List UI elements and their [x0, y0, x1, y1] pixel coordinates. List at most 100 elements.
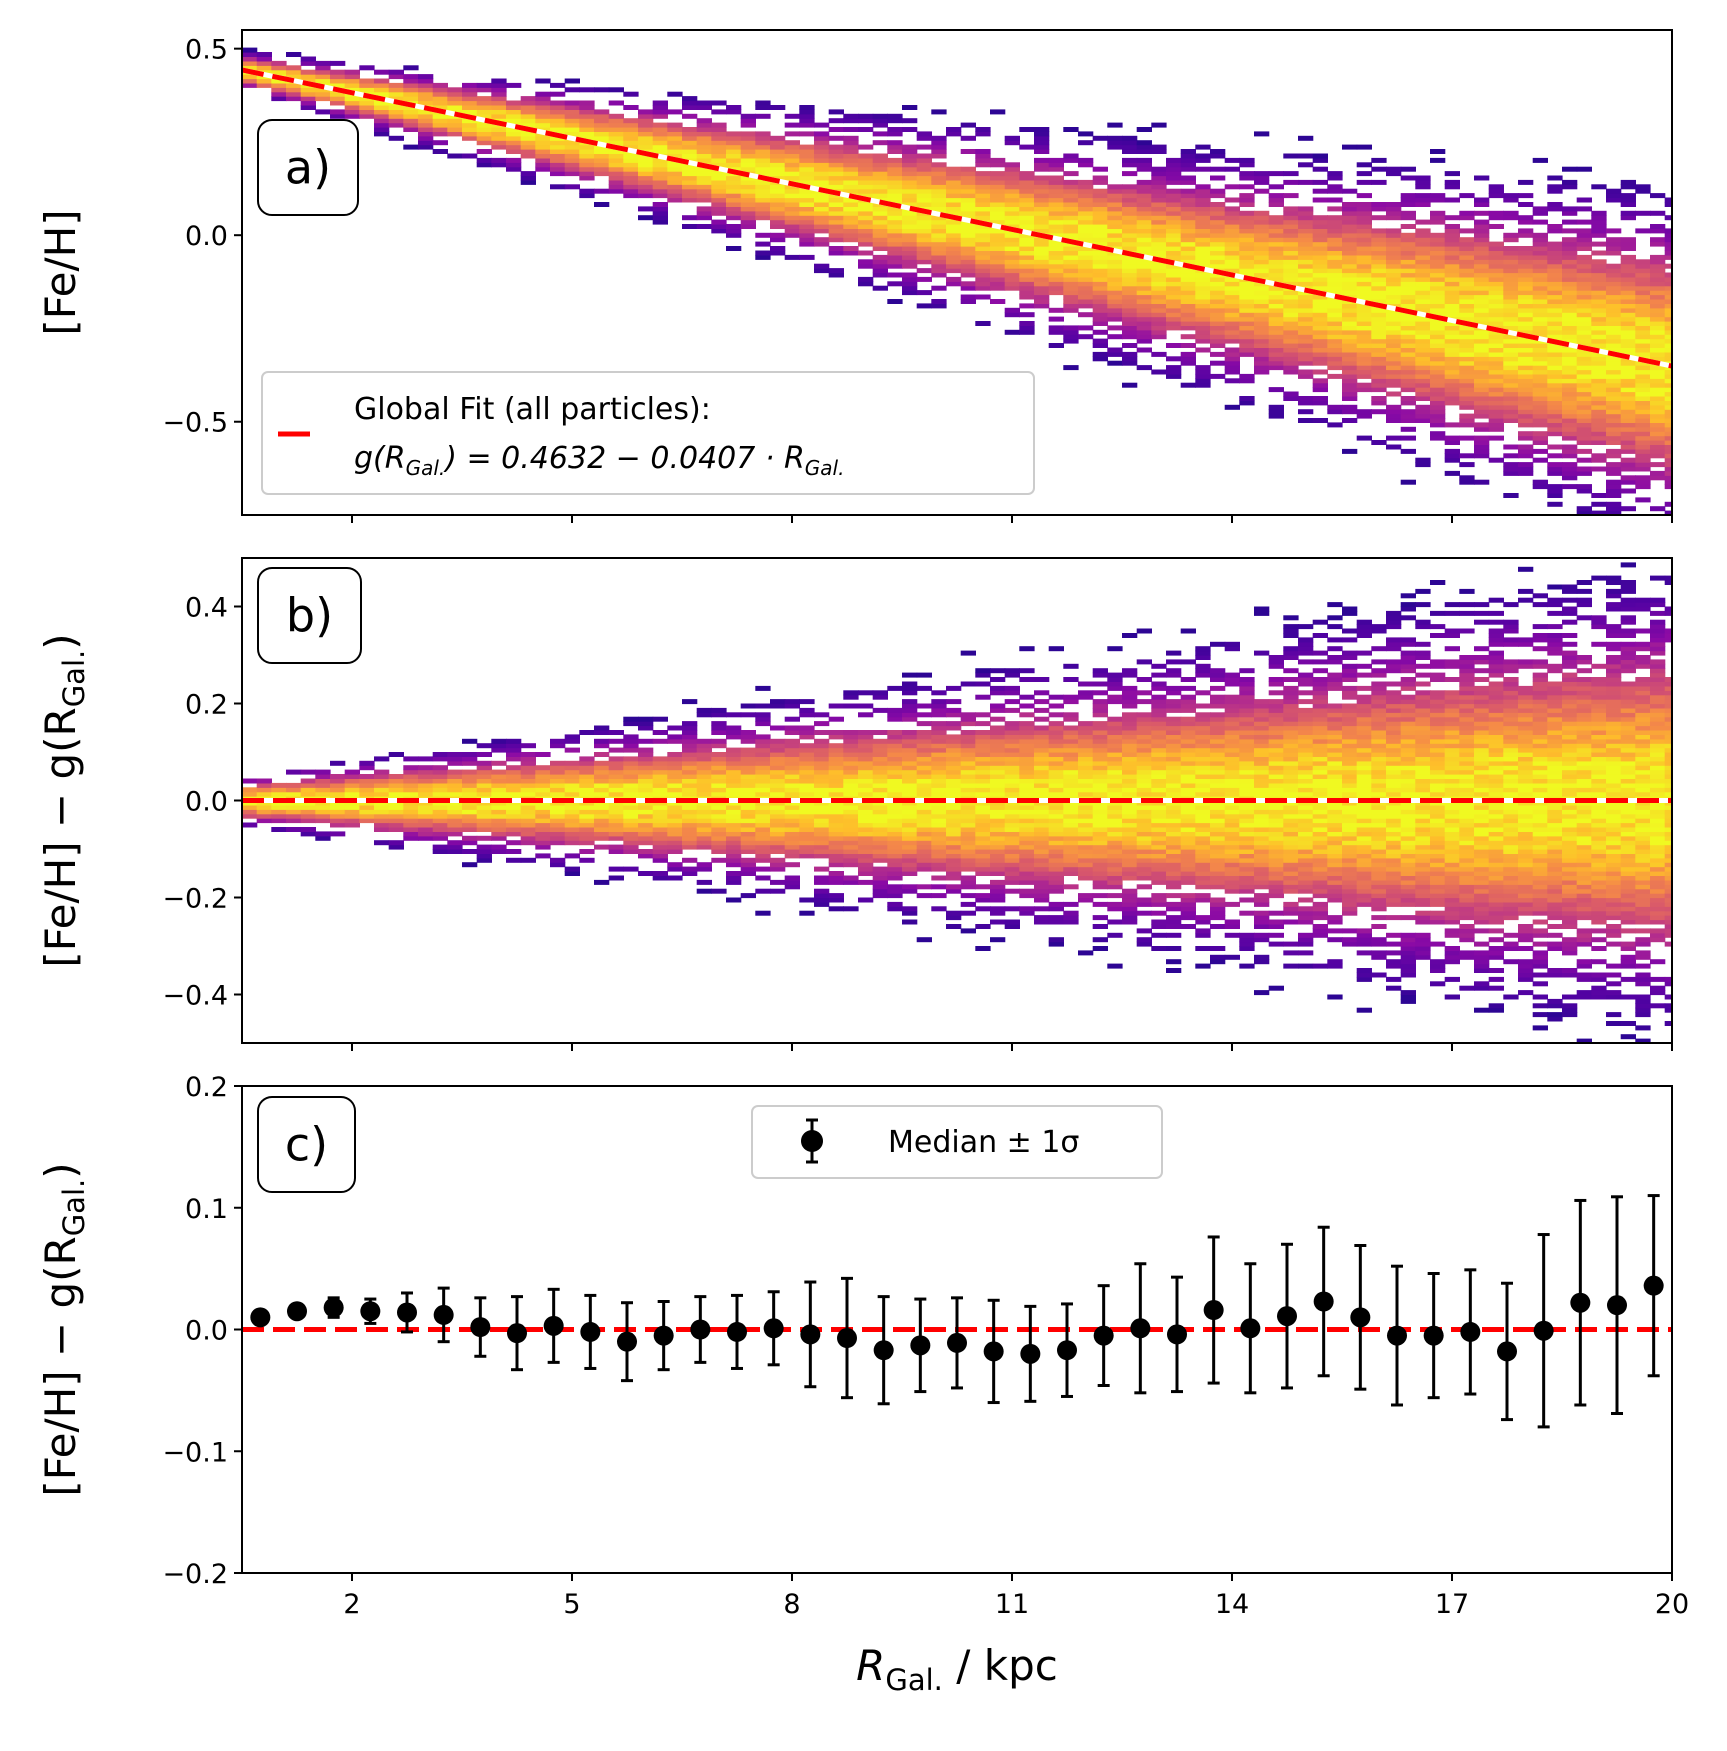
- density-bin: [1503, 400, 1519, 406]
- density-bin: [1664, 426, 1672, 432]
- density-bin: [1664, 479, 1672, 485]
- density-bin: [535, 157, 551, 163]
- density-bin: [1664, 391, 1672, 397]
- density-bin: [667, 791, 683, 797]
- density-bin: [858, 765, 874, 771]
- density-bin: [1518, 431, 1534, 437]
- density-bin: [902, 210, 918, 216]
- density-bin: [491, 827, 507, 832]
- density-bin: [1635, 409, 1651, 415]
- density-bin: [1342, 268, 1358, 274]
- density-bin: [315, 831, 331, 837]
- density-bin: [1136, 232, 1152, 238]
- density-bin: [1474, 369, 1490, 375]
- density-bin: [1034, 166, 1050, 172]
- density-bin: [1298, 228, 1314, 234]
- density-bin: [1180, 153, 1196, 159]
- density-bin: [711, 140, 727, 146]
- density-bin: [1576, 325, 1592, 331]
- density-bin: [1503, 462, 1519, 468]
- density-bin: [843, 879, 859, 885]
- density-bin: [1239, 294, 1255, 300]
- density-bin: [916, 237, 932, 243]
- density-bin: [872, 184, 888, 190]
- density-bin: [1606, 303, 1622, 309]
- density-bin: [1386, 232, 1402, 238]
- density-bin: [1562, 299, 1578, 304]
- density-bin: [403, 782, 419, 788]
- density-bin: [960, 849, 976, 854]
- density-bin: [1664, 228, 1672, 234]
- density-bin: [1034, 730, 1050, 735]
- density-bin: [1386, 316, 1402, 322]
- density-bin: [1620, 488, 1636, 494]
- density-bin: [726, 131, 742, 137]
- density-bin: [1488, 396, 1504, 401]
- density-bin: [1298, 316, 1314, 322]
- density-bin: [960, 294, 976, 300]
- y-tick-label: 0.5: [185, 35, 228, 66]
- density-bin: [550, 127, 566, 132]
- density-bin: [1547, 373, 1563, 379]
- density-bin: [1327, 197, 1343, 203]
- density-bin: [638, 179, 654, 185]
- density-bin: [447, 804, 463, 810]
- density-bin: [1606, 396, 1622, 401]
- density-bin: [1356, 179, 1372, 185]
- density-bin: [828, 127, 844, 132]
- density-bin: [550, 166, 566, 172]
- density-bin: [711, 827, 727, 832]
- density-bin: [374, 778, 390, 784]
- density-bin: [902, 263, 918, 269]
- density-bin: [902, 157, 918, 163]
- density-bin: [1122, 224, 1138, 229]
- global-fit-line: [242, 67, 1672, 369]
- density-bin: [1415, 404, 1431, 410]
- density-bin: [1092, 135, 1108, 141]
- density-bin: [1503, 418, 1519, 423]
- density-bin: [1122, 241, 1138, 247]
- density-bin: [1576, 285, 1592, 291]
- density-bin: [579, 149, 595, 154]
- density-bin: [902, 857, 918, 863]
- density-bin: [535, 804, 551, 810]
- density-bin: [1474, 219, 1490, 225]
- density-bin: [1606, 422, 1622, 428]
- density-bin: [1019, 888, 1035, 894]
- density-bin: [1591, 404, 1607, 410]
- density-bin: [1518, 470, 1534, 476]
- density-bin: [1048, 888, 1064, 894]
- density-bin: [1635, 307, 1651, 313]
- density-bin: [520, 752, 536, 757]
- density-bin: [1503, 246, 1519, 251]
- density-bin: [711, 809, 727, 815]
- density-bin: [506, 131, 522, 137]
- density-bin: [506, 140, 522, 146]
- density-bin: [1180, 228, 1196, 234]
- density-bin: [1606, 440, 1622, 445]
- density-bin: [755, 756, 771, 762]
- density-bin: [1635, 466, 1651, 472]
- density-bin: [1268, 303, 1284, 309]
- density-bin: [388, 113, 404, 119]
- density-bin: [828, 791, 844, 797]
- density-bin: [1048, 259, 1064, 265]
- density-bin: [960, 840, 976, 846]
- density-bin: [1283, 338, 1299, 344]
- density-bin: [1224, 224, 1240, 229]
- density-bin: [1664, 418, 1672, 423]
- density-bin: [476, 822, 492, 828]
- density-bin: [1195, 294, 1211, 300]
- density-bin: [1312, 329, 1328, 335]
- density-bin: [916, 224, 932, 229]
- density-bin: [594, 809, 610, 815]
- density-bin: [1430, 197, 1446, 203]
- density-bin: [755, 712, 771, 718]
- density-bin: [1606, 188, 1622, 194]
- density-bin: [828, 210, 844, 216]
- density-bin: [594, 827, 610, 832]
- density-bin: [1415, 356, 1431, 362]
- density-bin: [975, 321, 991, 326]
- density-bin: [359, 96, 375, 102]
- density-bin: [652, 171, 668, 177]
